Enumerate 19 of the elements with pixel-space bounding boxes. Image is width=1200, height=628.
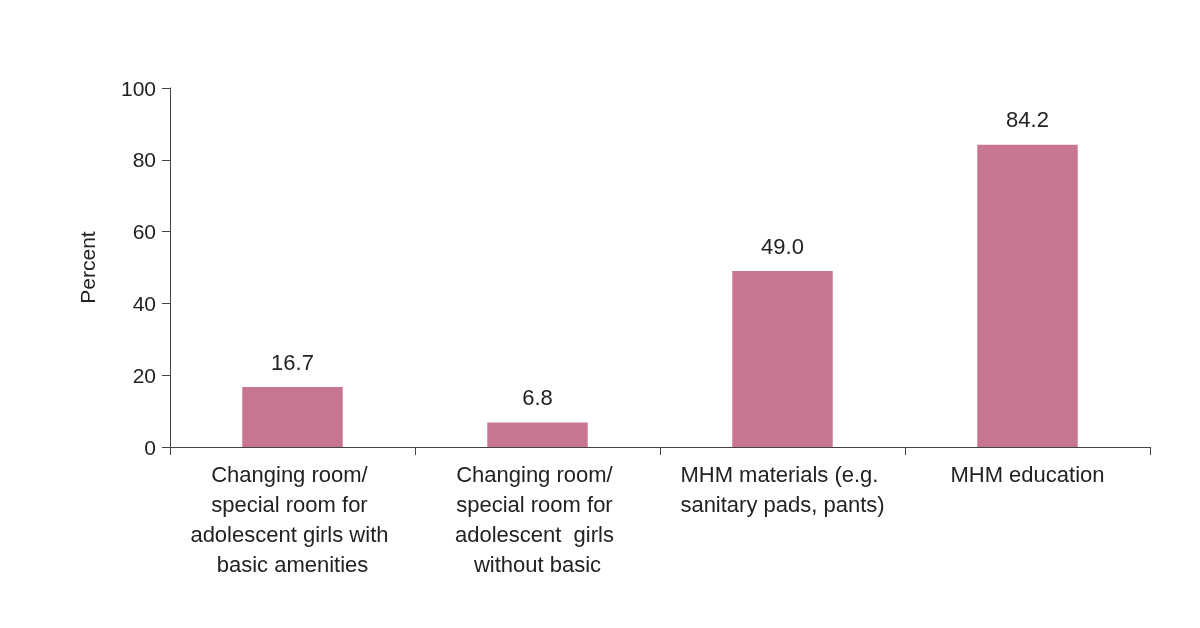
y-tick-label: 0 <box>144 435 156 459</box>
x-tick-label: MHM education <box>950 461 1105 487</box>
y-tick-label: 20 <box>132 363 156 387</box>
y-tick-label: 80 <box>132 148 156 172</box>
x-tick-label: Changing room/ special room for adolescent girls without basic <box>454 461 621 577</box>
data-label: 16.7 <box>271 349 314 375</box>
data-label: 49.0 <box>761 233 804 259</box>
x-tick-label: Changing room/ special room for adolescent girls with basic amenities <box>190 461 395 577</box>
y-tick-label: 40 <box>132 291 156 315</box>
data-label: 6.8 <box>522 385 553 411</box>
bar <box>242 387 343 447</box>
x-tick-label: MHM materials (e.g. sanitary pads, pants) <box>680 461 885 517</box>
y-tick-label: 60 <box>132 220 156 244</box>
y-axis-title: Percent <box>76 231 99 304</box>
data-label: 84.2 <box>1006 107 1049 133</box>
bar <box>977 144 1078 447</box>
bar <box>732 271 833 447</box>
bar <box>487 422 588 447</box>
y-tick-label: 100 <box>120 76 156 100</box>
